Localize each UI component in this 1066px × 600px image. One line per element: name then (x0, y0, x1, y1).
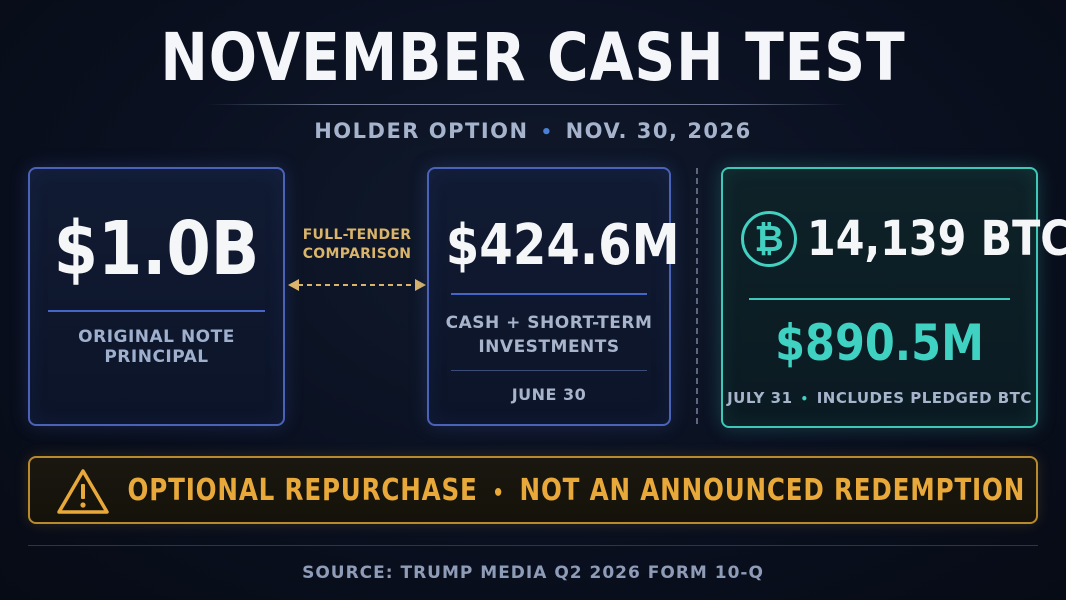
banner-text-left: OPTIONAL REPURCHASE (127, 472, 478, 508)
cash-value: $424.6M (445, 213, 680, 278)
banner-text-right: NOT AN ANNOUNCED REDEMPTION (519, 472, 1025, 508)
banner-text: OPTIONAL REPURCHASE • NOT AN ANNOUNCED RED… (127, 458, 1025, 522)
bitcoin-icon: ₿ (741, 211, 797, 267)
subtitle-separator: • (540, 122, 554, 143)
subtitle: HOLDER OPTION • NOV. 30, 2026 (0, 117, 1066, 147)
cash-label-line-1: CASH + SHORT-TERM (445, 313, 653, 333)
comparison-line-1: FULL-TENDER (302, 227, 412, 243)
btc-card: ₿ 14,139 BTC $890.5M JULY 31 • INCLUDES PL… (721, 167, 1066, 428)
double-arrow-icon (288, 279, 426, 291)
btc-note-date: JULY 31 (727, 389, 793, 407)
cash-label-line-2: INVESTMENTS (478, 337, 620, 357)
comparison-label: FULL-TENDER COMPARISON (290, 226, 424, 264)
banner-separator: • (492, 480, 505, 506)
cash-label: CASH + SHORT-TERM INVESTMENTS (429, 311, 669, 359)
footer-divider (28, 545, 1038, 546)
comparison-line-2: COMPARISON (302, 246, 412, 262)
principal-value: $1.0B (53, 206, 260, 292)
title-divider (206, 104, 848, 105)
section-divider (696, 168, 698, 424)
subtitle-left: HOLDER OPTION (314, 119, 529, 143)
btc-note-separator: • (800, 392, 809, 406)
principal-card: $1.0B ORIGINAL NOTE PRINCIPAL (28, 167, 285, 426)
cash-card: $424.6M CASH + SHORT-TERM INVESTMENTS JU… (427, 167, 680, 426)
btc-divider (749, 298, 1010, 300)
source-note: SOURCE: TRUMP MEDIA Q2 2026 FORM 10-Q (302, 563, 764, 583)
btc-note: JULY 31 • INCLUDES PLEDGED BTC (723, 389, 1036, 407)
principal-label: ORIGINAL NOTE PRINCIPAL (78, 327, 235, 367)
warning-icon (57, 469, 109, 514)
btc-value: $890.5M (775, 314, 984, 372)
cash-divider-secondary (451, 370, 647, 371)
principal-divider (48, 310, 265, 312)
btc-note-text: INCLUDES PLEDGED BTC (816, 389, 1032, 407)
subtitle-right: NOV. 30, 2026 (565, 119, 752, 143)
cash-divider (451, 293, 647, 295)
cash-date: JUNE 30 (511, 385, 587, 404)
btc-amount: 14,139 BTC (807, 211, 1066, 267)
page-title: NOVEMBER CASH TEST (160, 19, 906, 96)
warning-banner: OPTIONAL REPURCHASE • NOT AN ANNOUNCED RED… (28, 456, 1038, 524)
